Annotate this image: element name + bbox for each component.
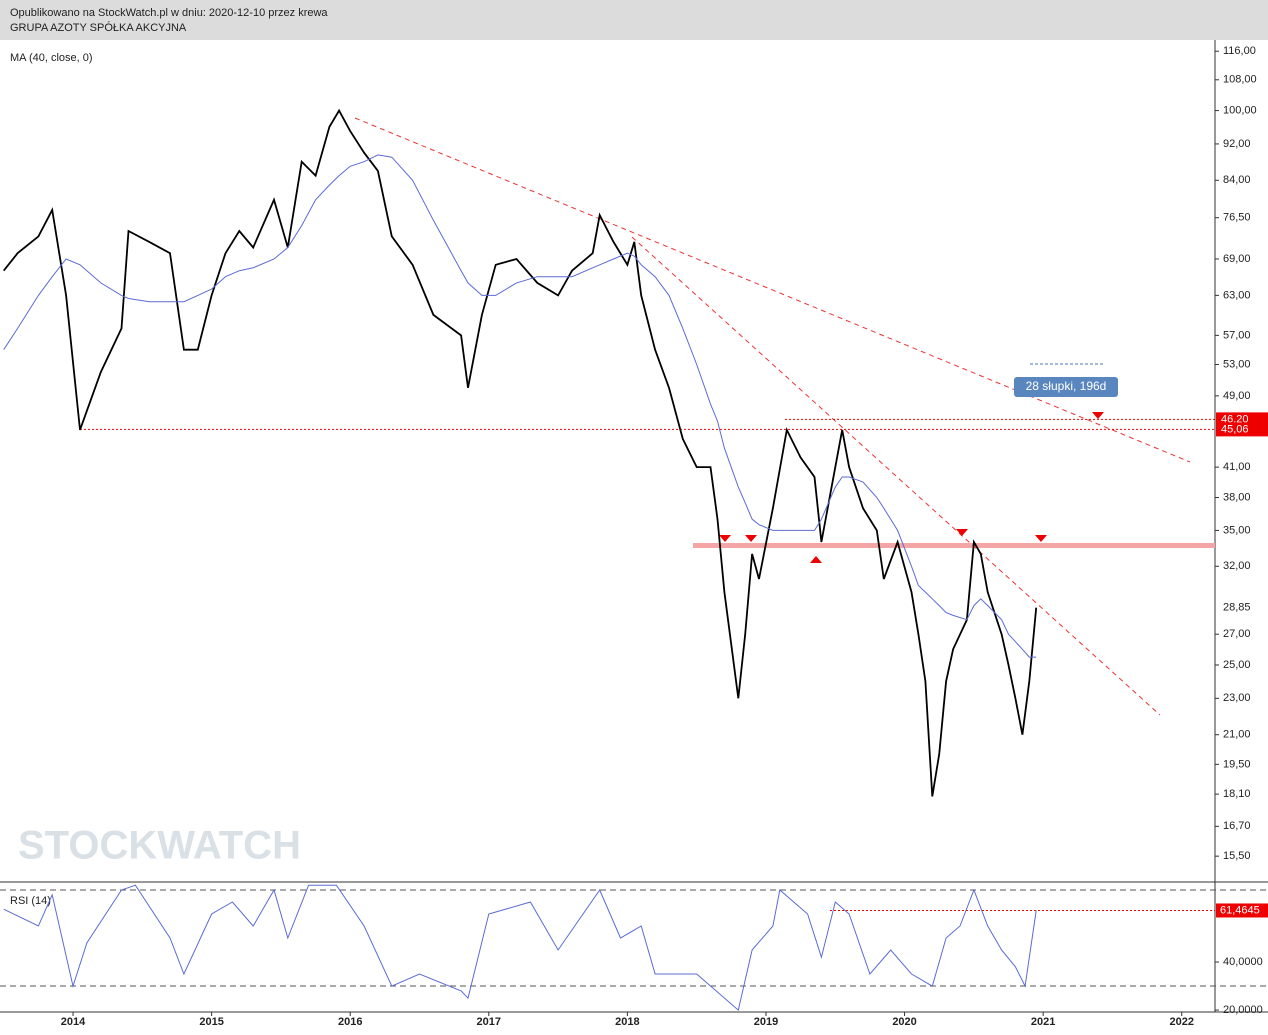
- y-tick-label: 100,00: [1223, 104, 1257, 116]
- price-line: [3, 884, 1037, 1012]
- y-tick-label: 19,50: [1223, 758, 1251, 770]
- header-bar: [0, 0, 1268, 40]
- y-tick-label: 40,0000: [1223, 956, 1263, 968]
- marker: [810, 556, 822, 563]
- x-tick-label: 2019: [754, 1016, 778, 1028]
- y-tick-label: 76,50: [1223, 212, 1251, 224]
- price-tag-label: 46,20: [1221, 413, 1249, 425]
- marker: [956, 529, 968, 536]
- y-tick-label: 108,00: [1223, 74, 1257, 86]
- value-tag-label: 61,4645: [1220, 904, 1260, 916]
- price-line: [2, 108, 1038, 797]
- price-tag: [1216, 422, 1268, 437]
- trendline: [354, 117, 1191, 463]
- watermark: STOCKWATCH: [18, 824, 301, 868]
- y-tick-label: 35,00: [1223, 524, 1251, 536]
- marker: [1092, 412, 1104, 419]
- x-tick-label: 2021: [1031, 1016, 1055, 1028]
- x-tick-label: 2017: [477, 1016, 501, 1028]
- markers: [719, 412, 1104, 563]
- header-line: GRUPA AZOTY SPÓŁKA AKCYJNA: [10, 21, 187, 34]
- y-tick-label: 20,0000: [1223, 1004, 1263, 1016]
- y-tick-label: 21,00: [1223, 729, 1251, 741]
- x-tick-label: 2014: [61, 1016, 86, 1028]
- last-price-label: 28,85: [1223, 602, 1251, 614]
- panel-title: RSI (14): [10, 895, 51, 907]
- marker: [719, 535, 731, 542]
- y-tick-label: 27,00: [1223, 628, 1251, 640]
- y-tick-label: 15,50: [1223, 850, 1251, 862]
- indicator-label: MA (40, close, 0): [10, 52, 93, 64]
- y-tick-label: 25,00: [1223, 659, 1251, 671]
- y-tick-label: 41,00: [1223, 461, 1251, 473]
- marker: [1035, 535, 1047, 542]
- y-tick-label: 116,00: [1223, 45, 1256, 57]
- annotation-box: [1014, 377, 1118, 397]
- y-tick-label: 38,00: [1223, 491, 1251, 503]
- y-tick-label: 92,00: [1223, 138, 1251, 150]
- price-tag-label: 45,06: [1221, 423, 1249, 435]
- x-tick-label: 2020: [892, 1016, 916, 1028]
- y-tick-label: 16,70: [1223, 820, 1251, 832]
- y-tick-label: 23,00: [1223, 692, 1251, 704]
- y-tick-label: 49,00: [1223, 390, 1251, 402]
- x-tick-label: 2016: [338, 1016, 362, 1028]
- marker: [745, 535, 757, 542]
- y-tick-label: 84,00: [1223, 174, 1251, 186]
- annotation: 28 słupki, 196d: [1026, 379, 1107, 393]
- y-tick-label: 57,00: [1223, 329, 1251, 341]
- x-tick-label: 2018: [615, 1016, 639, 1028]
- support-band: [693, 543, 1215, 548]
- header-line: Opublikowano na StockWatch.pl w dniu: 20…: [10, 7, 328, 19]
- y-tick-label: 53,00: [1223, 358, 1251, 370]
- y-tick-label: 32,00: [1223, 560, 1251, 572]
- value-tag: [1216, 903, 1268, 918]
- y-tick-label: 63,00: [1223, 289, 1251, 301]
- y-tick-label: 69,00: [1223, 253, 1251, 265]
- trendline: [631, 236, 1161, 716]
- ma-line: [3, 154, 1037, 658]
- x-tick-label: 2015: [199, 1016, 223, 1028]
- y-tick-label: 18,10: [1223, 788, 1251, 800]
- x-tick-label: 2022: [1169, 1016, 1193, 1028]
